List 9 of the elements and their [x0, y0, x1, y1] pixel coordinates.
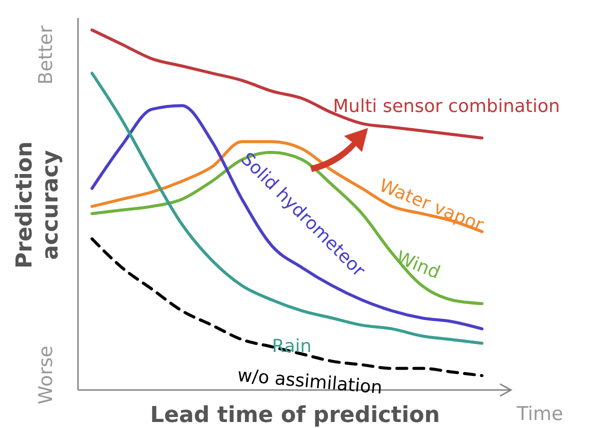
series-label: w/o assimilation — [236, 365, 384, 399]
text: Time — [516, 403, 564, 425]
y-axis-title: Prediction accuracy — [12, 141, 64, 269]
x-axis-title: Lead time of prediction — [150, 403, 440, 428]
text: Better — [35, 25, 57, 85]
series-label: Multi sensor combination — [333, 96, 560, 117]
text: Worse — [35, 346, 57, 404]
series-label: Rain — [272, 336, 312, 357]
text: Wind — [393, 247, 443, 284]
